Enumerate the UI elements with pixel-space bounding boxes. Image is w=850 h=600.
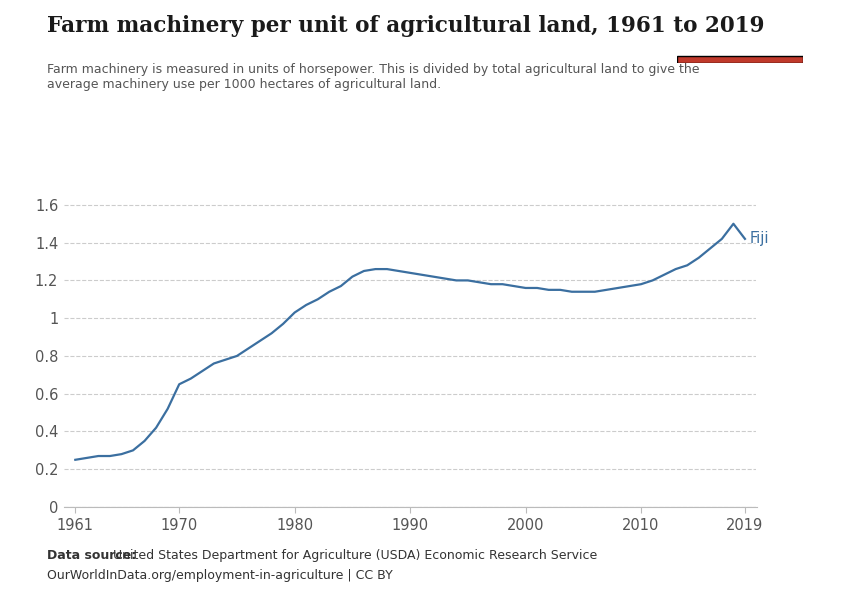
- Text: United States Department for Agriculture (USDA) Economic Research Service: United States Department for Agriculture…: [109, 549, 597, 562]
- Text: Data source:: Data source:: [47, 549, 136, 562]
- Text: Fiji: Fiji: [750, 232, 769, 247]
- Text: in Data: in Data: [719, 33, 762, 43]
- Text: Farm machinery per unit of agricultural land, 1961 to 2019: Farm machinery per unit of agricultural …: [47, 15, 764, 37]
- Text: Our World: Our World: [711, 17, 770, 27]
- Text: Farm machinery is measured in units of horsepower. This is divided by total agri: Farm machinery is measured in units of h…: [47, 63, 700, 91]
- Text: OurWorldInData.org/employment-in-agriculture | CC BY: OurWorldInData.org/employment-in-agricul…: [47, 569, 393, 582]
- FancyBboxPatch shape: [677, 56, 803, 63]
